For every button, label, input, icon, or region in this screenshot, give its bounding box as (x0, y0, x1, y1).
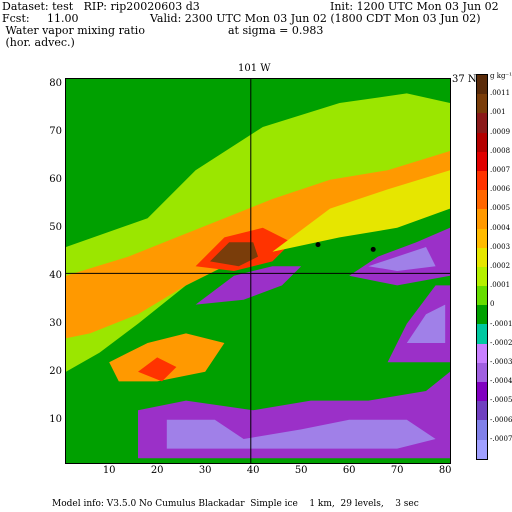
colorbar-segment (477, 305, 487, 325)
colorbar-label: .0007 (490, 166, 511, 174)
x-tick-label: 20 (150, 465, 164, 476)
colorbar-segment (477, 401, 487, 421)
colorbar-label: .0002 (490, 262, 511, 270)
fcst-line: Fcst: 11.00 (2, 12, 79, 25)
colorbar-label: .0003 (490, 242, 511, 251)
y-tick-label: 70 (49, 125, 62, 137)
colorbar-label: .0001 (490, 281, 511, 290)
moist-orange-south (109, 333, 225, 382)
dataset-line: Dataset: test RIP: rip20020603 d3 (2, 0, 200, 13)
field-name-line: Water vapor mixing ratio (2, 24, 145, 37)
y-tick-label: 10 (49, 413, 62, 425)
colorbar (476, 74, 488, 460)
colorbar-units: g kg⁻¹ (490, 72, 512, 80)
colorbar-label: 0 (490, 300, 495, 309)
y-tick-label: 60 (49, 173, 62, 185)
x-tick-label: 80 (438, 465, 452, 476)
y-tick-label: 20 (49, 365, 62, 377)
colorbar-segment (477, 113, 487, 133)
station-marker (370, 246, 376, 252)
dry-lavender-east (406, 304, 446, 343)
colorbar-segment (477, 247, 487, 267)
x-tick-label: 70 (390, 465, 404, 476)
colorbar-segment (477, 439, 487, 459)
y-tick-label: 40 (49, 269, 62, 281)
field-qualifier-line: (hor. advec.) (2, 36, 75, 49)
x-tick-label: 10 (102, 465, 116, 476)
y-tick-label: 30 (49, 317, 62, 329)
x-tick-label: 40 (246, 465, 260, 476)
y-tick-label: 50 (49, 221, 62, 233)
valid-line: Valid: 2300 UTC Mon 03 Jun 02 (1800 CDT … (150, 12, 481, 25)
colorbar-label: .0011 (490, 89, 511, 98)
colorbar-label: .0008 (490, 146, 511, 155)
colorbar-label: .0006 (490, 185, 511, 194)
dry-lavender-south (166, 419, 436, 449)
moist-brown-max (210, 242, 258, 267)
colorbar-segment (477, 324, 487, 344)
colorbar-segment (477, 75, 487, 95)
colorbar-segment (477, 132, 487, 152)
colorbar-label: -.0004 (490, 377, 512, 386)
parallel-label: 37 N (452, 74, 477, 85)
x-tick-label: 50 (294, 465, 308, 476)
colorbar-segment (477, 266, 487, 287)
moist-red-south (138, 357, 177, 382)
mixing-ratio-map (66, 79, 450, 463)
colorbar-segment (477, 362, 487, 382)
sigma-line: at sigma = 0.983 (228, 24, 324, 37)
colorbar-label: -.0003 (490, 358, 512, 366)
colorbar-segment (477, 209, 487, 229)
station-marker (315, 242, 321, 248)
colorbar-segment (477, 170, 487, 191)
y-tick-label: 80 (49, 77, 62, 89)
colorbar-segment (477, 190, 487, 210)
moist-yellow-east (272, 170, 450, 252)
colorbar-label: -.0001 (490, 319, 512, 328)
dry-lavender-north (368, 247, 436, 271)
model-info: Model info: V3.5.0 No Cumulus Blackadar … (52, 499, 419, 509)
colorbar-label: -.0002 (490, 338, 512, 347)
colorbar-label: -.0007 (490, 434, 512, 443)
colorbar-label: .001 (490, 108, 506, 117)
colorbar-segment (477, 286, 487, 306)
x-tick-label: 30 (198, 465, 212, 476)
colorbar-label: .0004 (490, 223, 511, 232)
colorbar-label: .0005 (490, 204, 511, 213)
dry-purple-band (195, 266, 302, 305)
colorbar-segment (477, 94, 487, 114)
colorbar-segment (477, 151, 487, 171)
x-tick-label: 60 (342, 465, 356, 476)
colorbar-label: -.0005 (490, 396, 512, 405)
colorbar-segment (477, 420, 487, 440)
colorbar-segment (477, 382, 487, 402)
map-plot (66, 79, 450, 463)
init-line: Init: 1200 UTC Mon 03 Jun 02 (330, 0, 499, 13)
colorbar-segment (477, 228, 487, 248)
meridian-label: 101 W (238, 63, 271, 74)
colorbar-label: .0009 (490, 127, 511, 136)
colorbar-segment (477, 343, 487, 363)
colorbar-label: -.0006 (490, 415, 512, 424)
